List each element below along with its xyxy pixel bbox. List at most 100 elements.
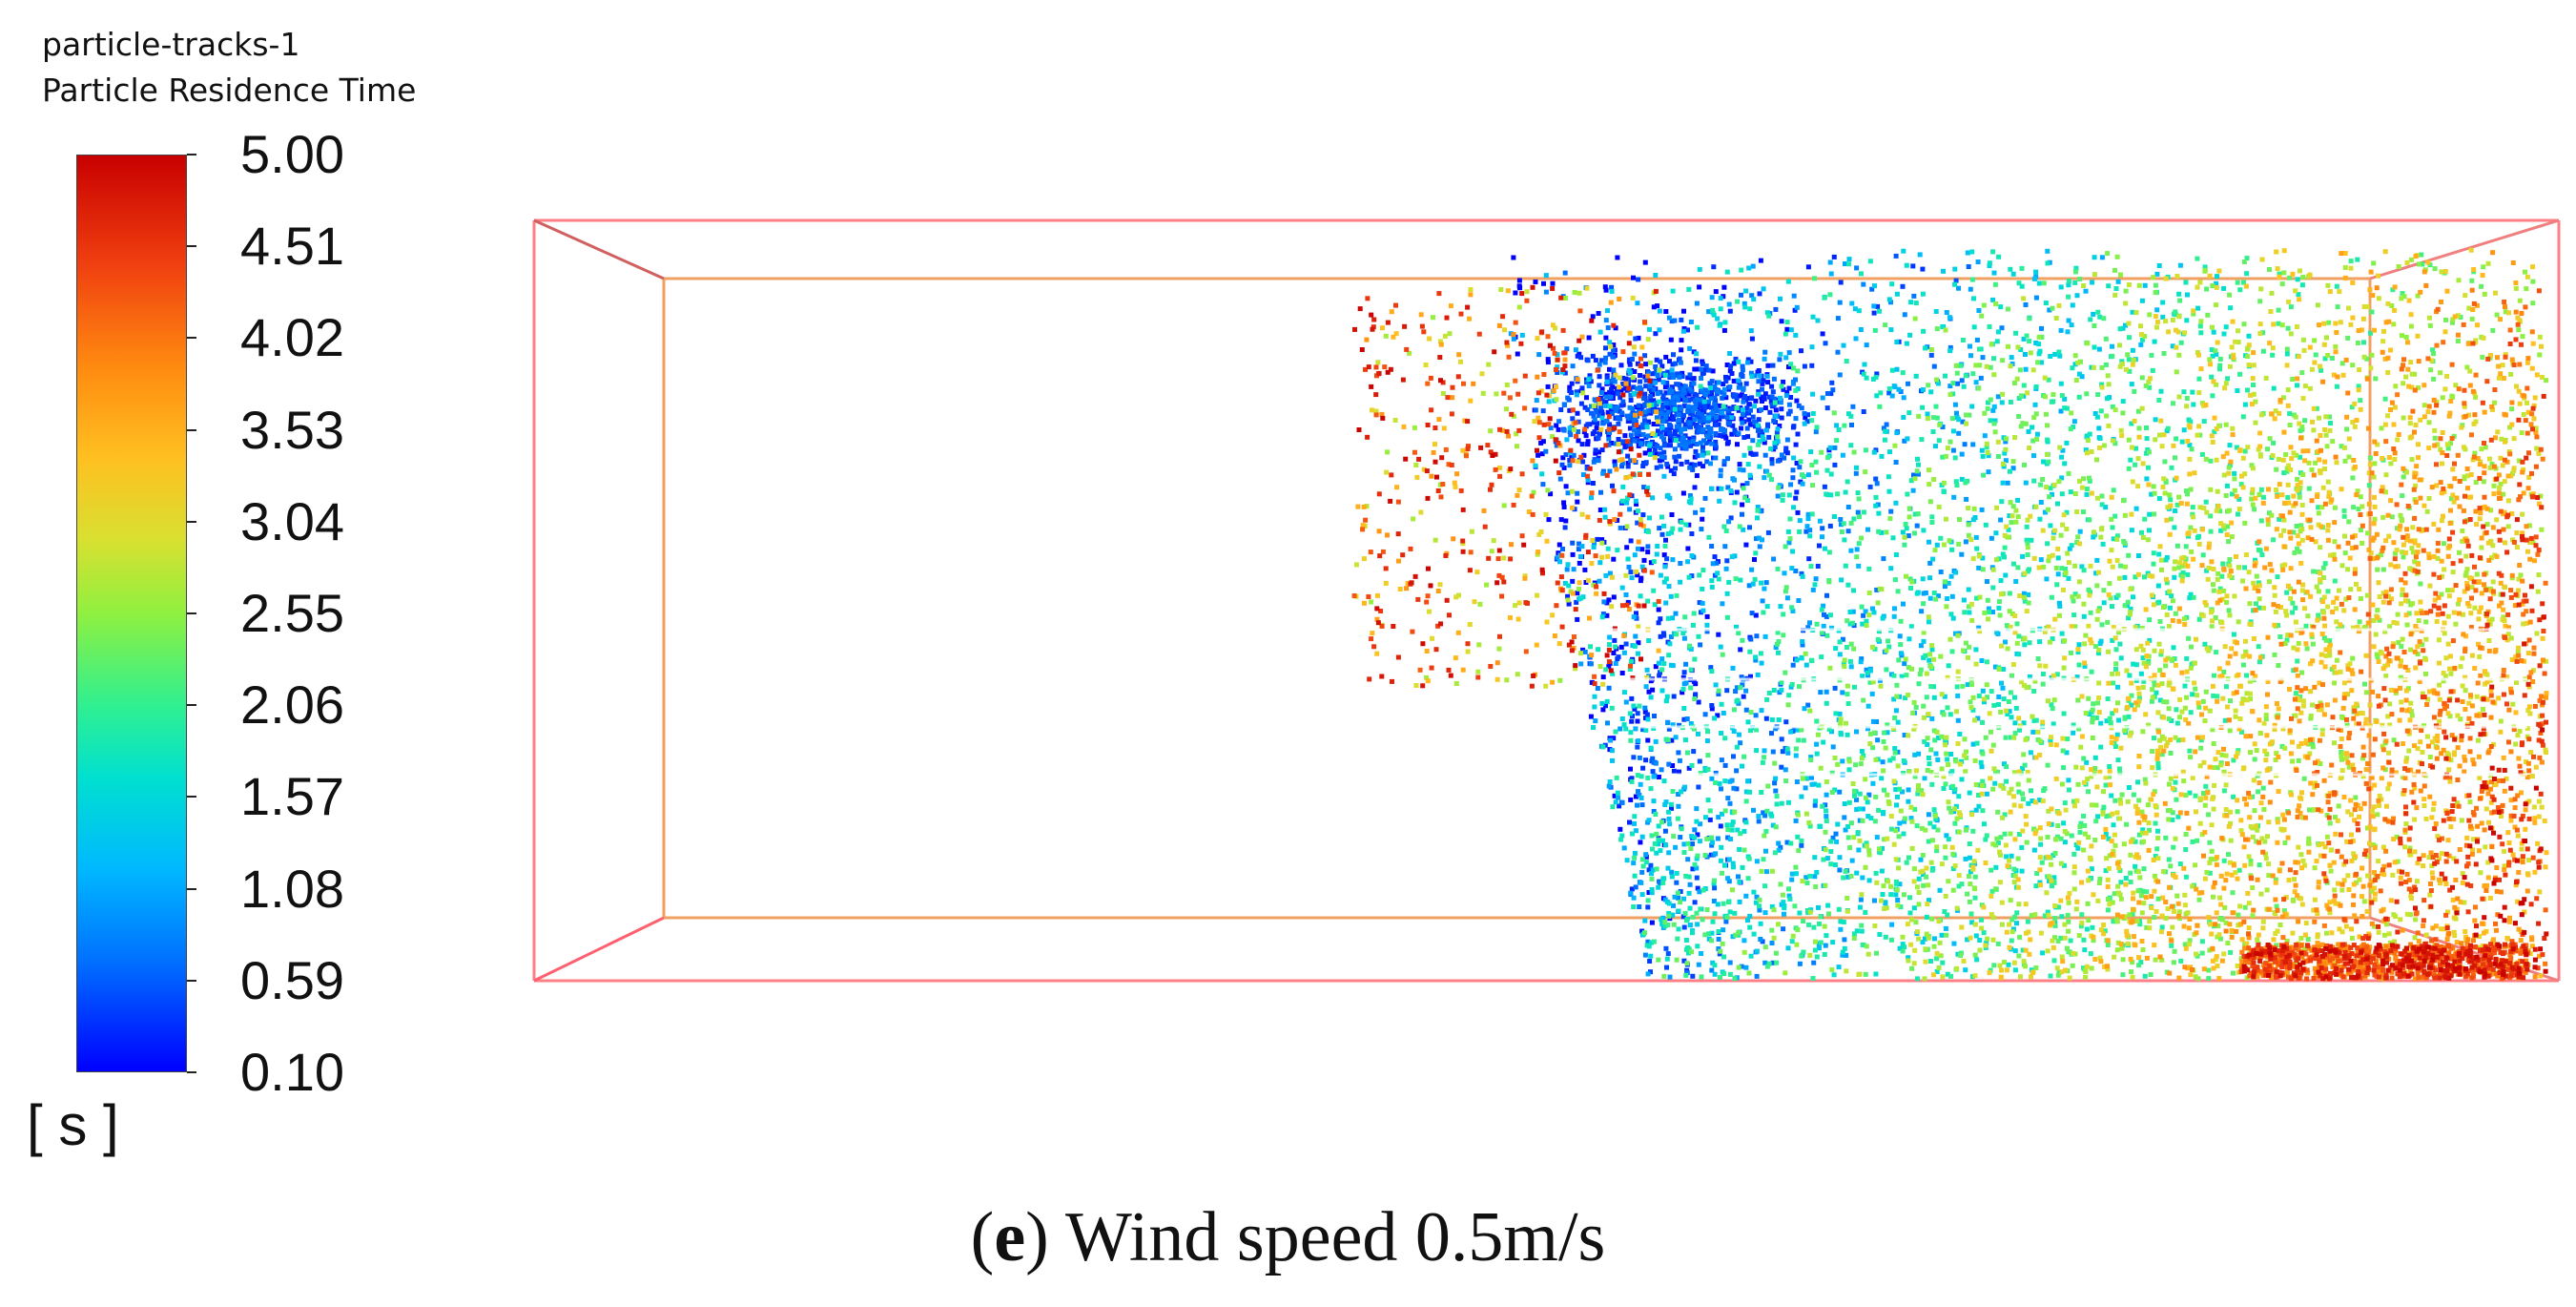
- particle-point: [1757, 432, 1762, 438]
- particle-point: [1664, 956, 1670, 962]
- particle-point: [1959, 777, 1965, 782]
- particle-point: [1845, 701, 1851, 706]
- particle-point: [1681, 390, 1687, 396]
- particle-point: [1650, 867, 1656, 873]
- particle-point: [1991, 702, 1997, 708]
- particle-point: [1713, 398, 1718, 404]
- particle-point: [1585, 439, 1591, 445]
- particle-point: [1706, 931, 1712, 937]
- particle-point: [1615, 405, 1620, 410]
- particle-point: [1778, 395, 1783, 401]
- particle-point: [1645, 716, 1651, 722]
- particle-point: [1573, 347, 1578, 353]
- particle-point: [1615, 790, 1620, 796]
- particle-point: [1870, 745, 1876, 751]
- particle-point: [1794, 657, 1800, 663]
- particle-point: [1651, 939, 1657, 944]
- particle-point: [2400, 333, 2404, 339]
- particle-point: [1837, 867, 1843, 873]
- particle-point: [2156, 551, 2162, 557]
- particle-point: [1842, 537, 1847, 543]
- particle-point: [1618, 363, 1624, 368]
- particle-point: [1913, 373, 1919, 379]
- particle-point: [1576, 547, 1581, 552]
- particle-point: [1812, 855, 1818, 861]
- particle-point: [2112, 441, 2118, 446]
- particle-point: [1885, 730, 1890, 736]
- particle-point: [1886, 638, 1891, 644]
- particle-point: [1758, 508, 1763, 514]
- particle-point: [2284, 351, 2290, 357]
- particle-point: [2104, 718, 2110, 724]
- particle-point: [1823, 943, 1828, 948]
- particle-point: [1677, 356, 1682, 362]
- particle-point: [1666, 913, 1672, 919]
- particle-point: [1694, 392, 1700, 398]
- particle-point: [1819, 607, 1824, 612]
- particle-point: [2020, 947, 2026, 953]
- particle-point: [1762, 633, 1768, 639]
- particle-point: [1565, 562, 1571, 568]
- particle-point: [1735, 299, 1741, 304]
- particle-point: [2228, 949, 2234, 955]
- particle-point: [1717, 498, 1722, 504]
- particle-point: [2152, 915, 2157, 920]
- particle-point: [2056, 600, 2062, 606]
- particle-point: [1778, 296, 1783, 301]
- particle-point: [1638, 781, 1643, 787]
- particle-point: [1713, 422, 1719, 427]
- particle-point: [2215, 923, 2221, 929]
- particle-point: [1730, 887, 1735, 893]
- colorbar-tick-label: 5.00: [240, 124, 344, 184]
- particle-point: [1709, 584, 1715, 590]
- particle-point: [1706, 309, 1712, 315]
- particle-point: [1732, 809, 1738, 815]
- particle-point: [1972, 874, 1978, 880]
- particle-point: [1575, 410, 1580, 416]
- particle-point: [2257, 299, 2263, 304]
- particle-point: [1996, 599, 2002, 605]
- particle-point: [1863, 971, 1868, 977]
- particle-point: [1671, 902, 1676, 908]
- particle-point: [1724, 591, 1730, 596]
- particle-point: [1739, 416, 1744, 422]
- particle-point: [1603, 572, 1609, 578]
- particle-point: [1944, 310, 1949, 315]
- particle-point: [2236, 748, 2241, 754]
- particle-point: [2056, 970, 2062, 976]
- particle-point: [1796, 737, 1802, 743]
- particle-point: [1709, 703, 1715, 708]
- particle-point: [1870, 780, 1876, 786]
- particle-point: [1595, 536, 1600, 542]
- particle-point: [1688, 846, 1694, 852]
- particle-point: [1784, 326, 1790, 332]
- particle-point: [1701, 438, 1706, 444]
- particle-point: [1605, 546, 1611, 551]
- particle-point: [1633, 794, 1638, 799]
- particle-point: [2206, 976, 2212, 982]
- particle-point: [1813, 576, 1819, 582]
- particle-point: [1603, 287, 1609, 293]
- particle-point: [1668, 801, 1674, 807]
- particle-point: [2399, 644, 2404, 650]
- particle-point: [1828, 839, 1834, 844]
- particle-point: [1619, 498, 1625, 504]
- particle-point: [2090, 924, 2095, 930]
- particle-point: [2074, 540, 2080, 545]
- particle-point: [1990, 407, 1996, 413]
- particle-point: [1628, 398, 1634, 403]
- particle-point: [2059, 454, 2065, 460]
- particle-point: [1892, 577, 1898, 583]
- particle-point: [2086, 695, 2092, 701]
- particle-point: [2171, 401, 2175, 406]
- particle-point: [2017, 367, 2023, 373]
- particle-point: [1722, 862, 1727, 868]
- particle-point: [1628, 730, 1634, 736]
- particle-point: [1740, 502, 1745, 508]
- particle-point: [2209, 848, 2215, 854]
- particle-point: [1955, 951, 1961, 957]
- particle-point: [1755, 672, 1761, 677]
- particle-point: [2072, 624, 2078, 630]
- particle-point: [1641, 557, 1647, 563]
- particle-point: [1880, 615, 1886, 621]
